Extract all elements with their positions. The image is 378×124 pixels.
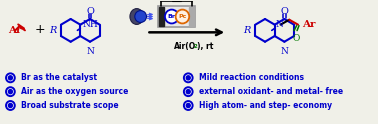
Circle shape: [184, 101, 193, 110]
Circle shape: [6, 73, 15, 82]
Text: N: N: [276, 20, 284, 29]
Ellipse shape: [130, 9, 144, 24]
Text: Air as the oxygen source: Air as the oxygen source: [21, 87, 129, 96]
Text: N: N: [280, 47, 288, 56]
Text: O: O: [293, 34, 300, 43]
Text: NH: NH: [82, 20, 98, 29]
Circle shape: [186, 89, 191, 94]
Text: Ar: Ar: [302, 20, 315, 29]
Text: Br: Br: [168, 14, 176, 19]
Bar: [189, 7, 194, 26]
Circle shape: [8, 103, 13, 108]
Text: Pc: Pc: [178, 14, 187, 19]
Text: O: O: [86, 7, 94, 16]
Text: ), rt: ), rt: [197, 42, 213, 51]
Circle shape: [186, 75, 191, 81]
Circle shape: [8, 75, 13, 81]
Text: Ar: Ar: [8, 26, 22, 35]
Bar: [172, 0, 181, 1]
Circle shape: [6, 101, 15, 110]
Circle shape: [176, 10, 189, 23]
Text: 2: 2: [194, 44, 198, 49]
Text: Br as the catalyst: Br as the catalyst: [21, 73, 97, 82]
Text: Broad substrate scope: Broad substrate scope: [21, 101, 119, 110]
Text: N: N: [86, 47, 94, 56]
Circle shape: [184, 87, 193, 96]
Text: Mild reaction conditions: Mild reaction conditions: [199, 73, 304, 82]
Circle shape: [135, 11, 146, 22]
Text: Air(O: Air(O: [174, 42, 197, 51]
Circle shape: [186, 103, 191, 108]
Text: R: R: [49, 26, 57, 35]
Text: external oxidant- and metal- free: external oxidant- and metal- free: [199, 87, 343, 96]
Text: High atom- and step- economy: High atom- and step- economy: [199, 101, 332, 110]
Bar: [159, 7, 164, 26]
Circle shape: [165, 10, 178, 23]
Circle shape: [8, 89, 13, 94]
FancyBboxPatch shape: [158, 6, 195, 27]
Text: O: O: [280, 7, 288, 16]
Text: R: R: [243, 26, 251, 35]
Circle shape: [184, 73, 193, 82]
Text: +: +: [34, 23, 45, 36]
Circle shape: [6, 87, 15, 96]
